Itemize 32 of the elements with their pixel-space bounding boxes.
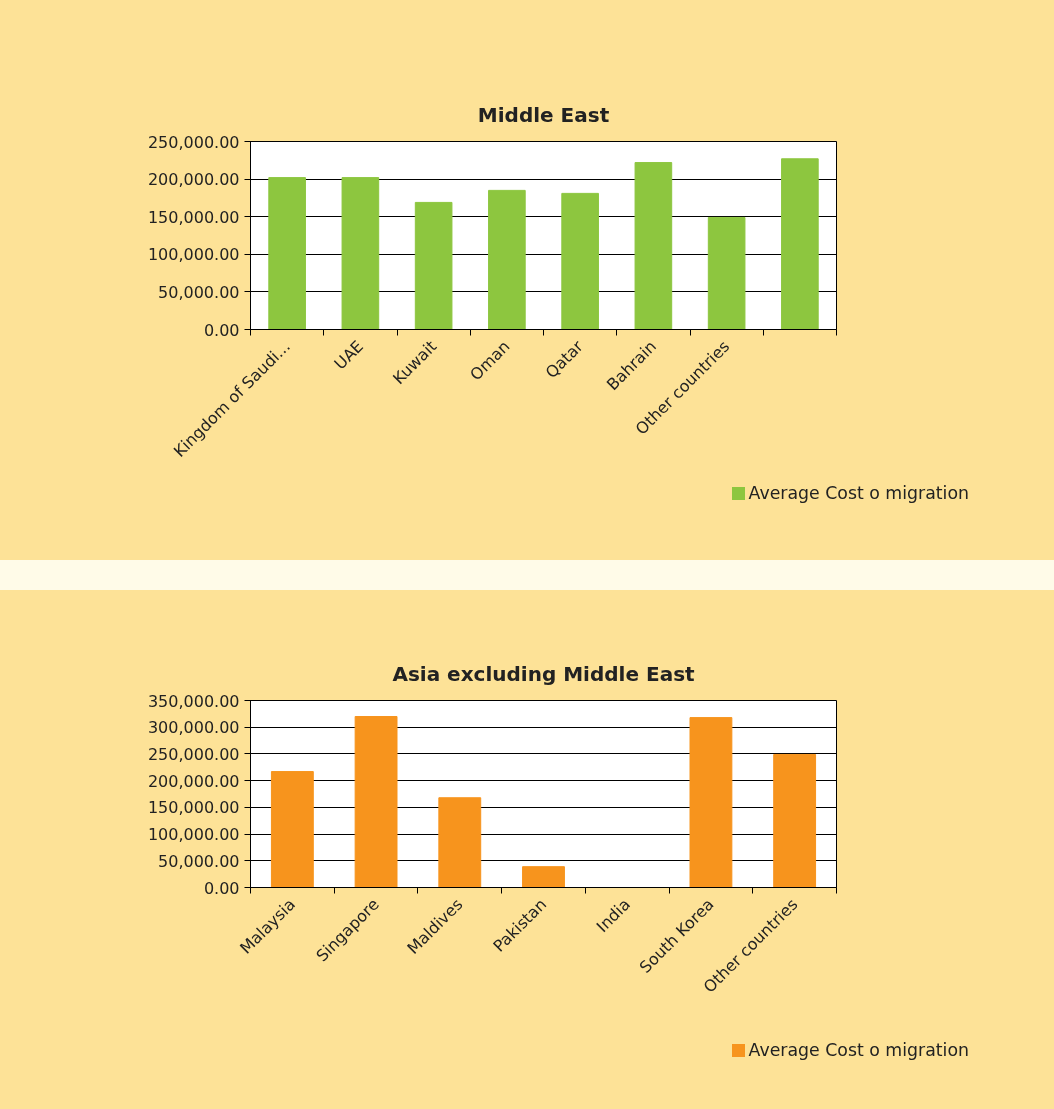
bar (773, 753, 817, 888)
bar (341, 177, 380, 330)
y-tick-label: 250,000.00 (147, 744, 240, 764)
chart-title: Middle East (477, 102, 610, 127)
y-tick-label: 0.00 (203, 320, 240, 340)
y-tick-label: 150,000.00 (147, 798, 240, 818)
bar (561, 192, 599, 330)
chart-title: Asia excluding Middle East (392, 661, 696, 686)
bar (354, 716, 398, 888)
legend-label: Average Cost o migration (748, 1040, 969, 1060)
bar (707, 216, 746, 330)
bar (268, 177, 306, 330)
bar (270, 771, 314, 888)
bar (634, 162, 673, 330)
bar (781, 158, 819, 330)
y-tick-label: 100,000.00 (147, 825, 240, 845)
bar (689, 717, 733, 888)
y-tick-label: 50,000.00 (158, 282, 240, 302)
y-tick-label: 300,000.00 (147, 718, 240, 738)
y-tick-label: 200,000.00 (147, 170, 240, 190)
bar (438, 797, 482, 888)
y-tick-label: 50,000.00 (158, 851, 240, 871)
bar (488, 189, 526, 330)
bar (522, 866, 565, 888)
y-tick-label: 100,000.00 (147, 245, 240, 265)
y-tick-label: 350,000.00 (147, 691, 240, 711)
legend-label: Average Cost o migration (748, 483, 969, 503)
y-tick-label: 250,000.00 (147, 132, 240, 152)
y-tick-label: 0.00 (203, 878, 240, 898)
bar (414, 201, 453, 330)
y-tick-label: 200,000.00 (147, 771, 240, 791)
y-tick-label: 150,000.00 (147, 207, 240, 227)
